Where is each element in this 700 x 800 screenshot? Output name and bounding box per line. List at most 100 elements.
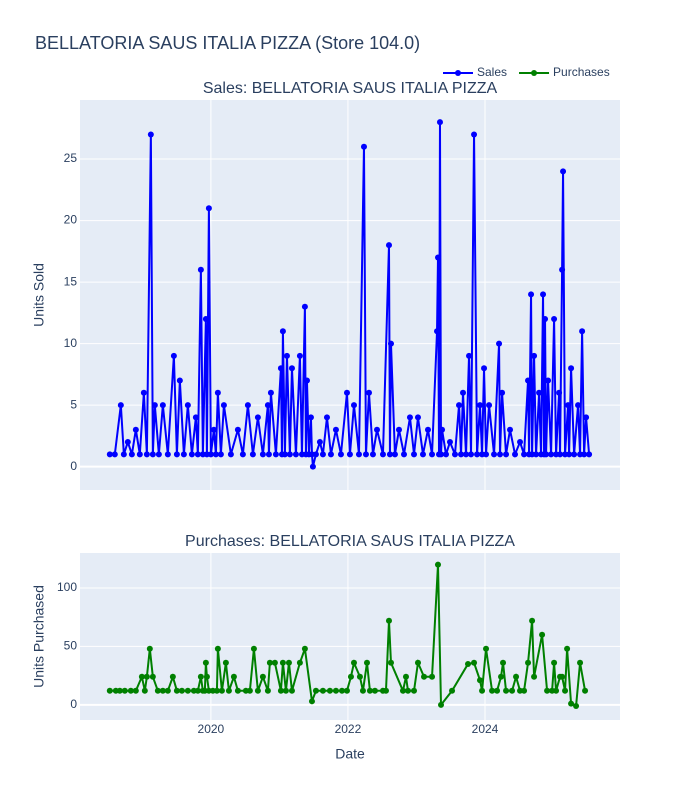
- data-point: [512, 451, 519, 458]
- data-point: [279, 659, 286, 666]
- y-tick-label: 100: [57, 580, 77, 594]
- data-point: [483, 645, 490, 652]
- data-point: [312, 687, 319, 694]
- data-point: [159, 687, 166, 694]
- data-point: [319, 451, 326, 458]
- data-point: [458, 451, 465, 458]
- data-point: [350, 659, 357, 666]
- data-point: [521, 687, 528, 694]
- data-point: [213, 687, 220, 694]
- data-point: [465, 660, 472, 667]
- data-point: [250, 645, 257, 652]
- data-point: [332, 426, 339, 433]
- data-point: [106, 451, 113, 458]
- data-point: [282, 687, 289, 694]
- y-tick-label: 20: [64, 213, 78, 227]
- data-point: [132, 687, 139, 694]
- data-point: [571, 451, 578, 458]
- data-point: [149, 673, 156, 680]
- data-point: [249, 451, 256, 458]
- data-point: [544, 687, 551, 694]
- data-point: [146, 645, 153, 652]
- data-point: [202, 659, 209, 666]
- data-point: [169, 673, 176, 680]
- data-point: [483, 451, 490, 458]
- data-point: [197, 266, 204, 273]
- data-point: [164, 687, 171, 694]
- legend-item: Sales: [443, 65, 507, 79]
- data-point: [178, 687, 185, 694]
- data-point: [573, 702, 580, 709]
- data-point: [513, 673, 520, 680]
- data-point: [439, 426, 446, 433]
- data-point: [476, 677, 483, 684]
- data-point: [531, 673, 538, 680]
- data-point: [138, 673, 145, 680]
- data-point: [449, 687, 456, 694]
- y-tick-label: 5: [70, 397, 77, 411]
- data-point: [414, 414, 421, 421]
- data-point: [222, 659, 229, 666]
- data-point: [481, 365, 488, 372]
- plot-background: [80, 553, 620, 720]
- y-tick-label: 10: [64, 336, 78, 350]
- data-point: [562, 687, 569, 694]
- data-point: [319, 687, 326, 694]
- data-point: [220, 402, 227, 409]
- data-point: [539, 631, 546, 638]
- data-point: [234, 687, 241, 694]
- legend: Sales Purchases: [443, 65, 610, 79]
- data-point: [404, 687, 411, 694]
- data-point: [429, 451, 436, 458]
- data-point: [136, 451, 143, 458]
- x-axis-title: Date: [335, 746, 365, 762]
- data-point: [391, 451, 398, 458]
- data-point: [264, 402, 271, 409]
- data-point: [436, 119, 443, 126]
- data-point: [225, 687, 232, 694]
- y-tick-label: 25: [64, 151, 78, 165]
- data-point: [155, 451, 162, 458]
- data-point: [525, 659, 532, 666]
- data-point: [531, 352, 538, 359]
- data-point: [557, 451, 564, 458]
- data-point: [205, 205, 212, 212]
- data-point: [164, 451, 171, 458]
- data-point: [301, 645, 308, 652]
- data-point: [434, 254, 441, 261]
- data-point: [288, 365, 295, 372]
- data-point: [337, 451, 344, 458]
- data-point: [180, 451, 187, 458]
- data-point: [121, 687, 128, 694]
- data-point: [387, 340, 394, 347]
- data-point: [244, 402, 251, 409]
- data-point: [343, 687, 350, 694]
- data-point: [414, 659, 421, 666]
- data-point: [312, 451, 319, 458]
- data-point: [579, 328, 586, 335]
- data-point: [296, 352, 303, 359]
- data-point: [471, 659, 478, 666]
- data-point: [529, 617, 536, 624]
- data-point: [385, 617, 392, 624]
- data-point: [283, 352, 290, 359]
- data-point: [577, 659, 584, 666]
- data-point: [343, 389, 350, 396]
- data-point: [507, 426, 514, 433]
- data-point: [533, 451, 540, 458]
- data-point: [399, 687, 406, 694]
- x-tick-label: 2020: [198, 722, 225, 736]
- data-point: [327, 451, 334, 458]
- data-point: [496, 340, 503, 347]
- data-point: [560, 168, 567, 175]
- data-point: [517, 439, 524, 446]
- data-point: [421, 673, 428, 680]
- data-point: [106, 687, 113, 694]
- data-point: [203, 673, 210, 680]
- data-point: [279, 328, 286, 335]
- data-point: [350, 402, 357, 409]
- data-point: [443, 451, 450, 458]
- data-point: [411, 687, 418, 694]
- data-point: [438, 451, 445, 458]
